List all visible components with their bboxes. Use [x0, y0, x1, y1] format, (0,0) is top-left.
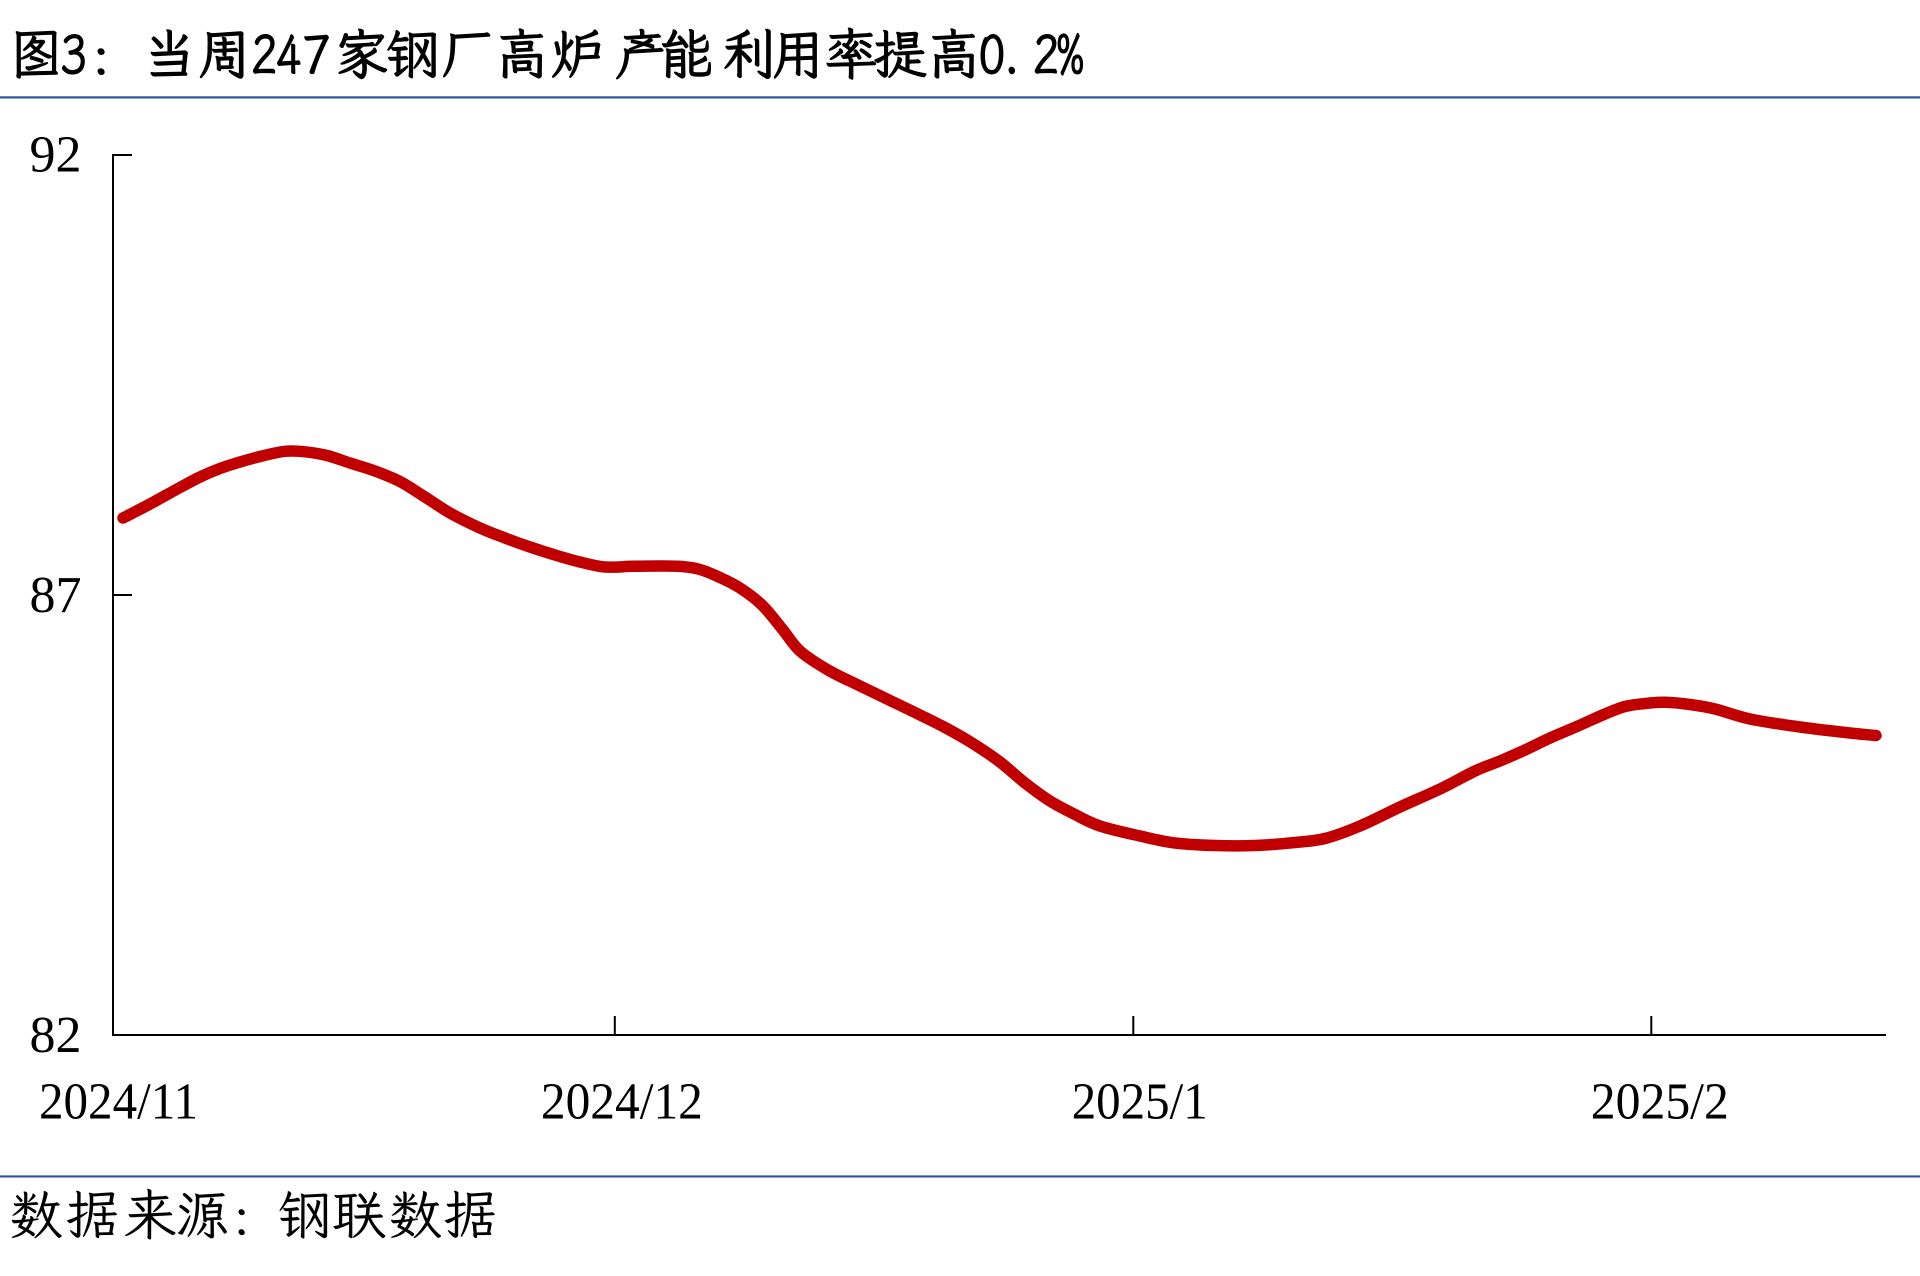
svg-text:82: 82	[30, 1007, 82, 1064]
svg-text:87: 87	[30, 567, 82, 624]
svg-text:2024/11: 2024/11	[39, 1074, 198, 1131]
svg-text:92: 92	[30, 127, 82, 184]
svg-text:2024/12: 2024/12	[541, 1074, 703, 1131]
svg-text:2025/2: 2025/2	[1591, 1074, 1729, 1131]
svg-text:2025/1: 2025/1	[1072, 1074, 1208, 1131]
